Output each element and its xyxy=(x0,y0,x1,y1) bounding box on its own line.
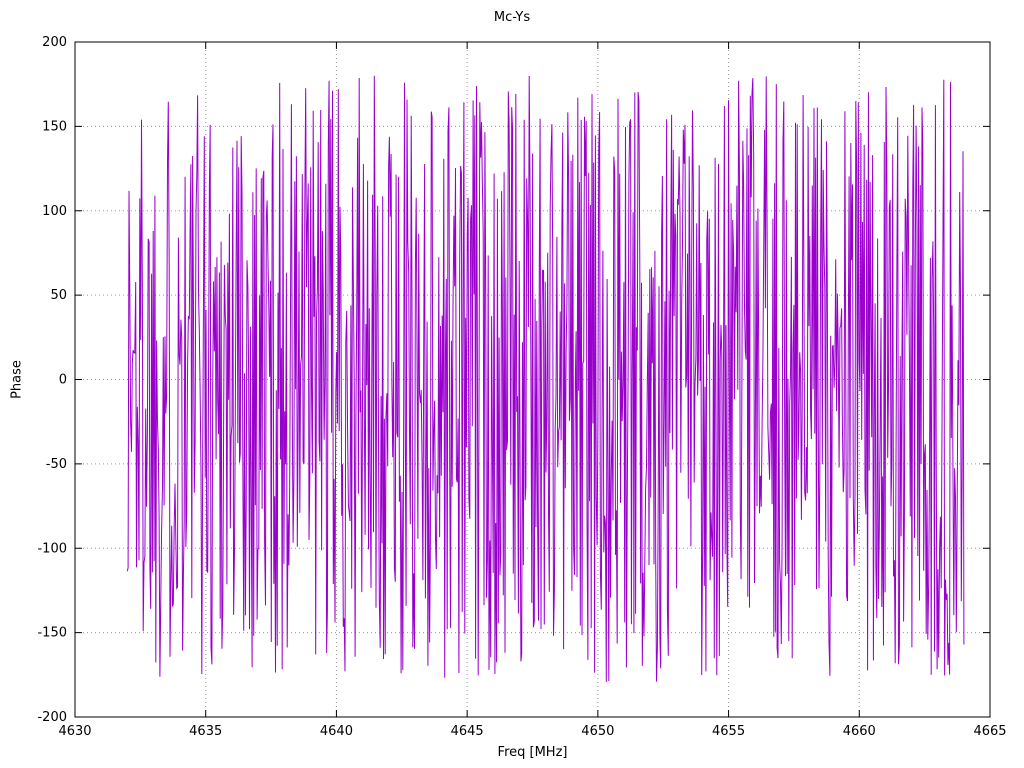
y-tick-label: 150 xyxy=(42,119,67,134)
series-phase xyxy=(126,75,965,682)
x-tick-label: 4645 xyxy=(451,724,484,739)
x-axis-label: Freq [MHz] xyxy=(497,745,568,760)
x-tick-label: 4665 xyxy=(973,724,1006,739)
y-tick-label: 100 xyxy=(42,204,67,219)
x-tick-label: 4655 xyxy=(712,724,745,739)
chart-title: Mc-Ys xyxy=(493,10,531,25)
x-tick-label: 4640 xyxy=(320,724,353,739)
y-tick-label: 0 xyxy=(59,373,67,388)
y-tick-label: 200 xyxy=(42,35,67,50)
y-tick-label: -100 xyxy=(37,541,67,556)
x-tick-label: 4630 xyxy=(58,724,91,739)
x-tick-label: 4635 xyxy=(189,724,222,739)
y-tick-label: -50 xyxy=(46,457,67,472)
x-tick-label: 4650 xyxy=(581,724,614,739)
y-tick-label: -200 xyxy=(37,710,67,725)
y-tick-label: 50 xyxy=(50,288,67,303)
y-axis-label: Phase xyxy=(9,360,25,399)
x-tick-label: 4660 xyxy=(843,724,876,739)
y-tick-label: -150 xyxy=(37,626,67,641)
